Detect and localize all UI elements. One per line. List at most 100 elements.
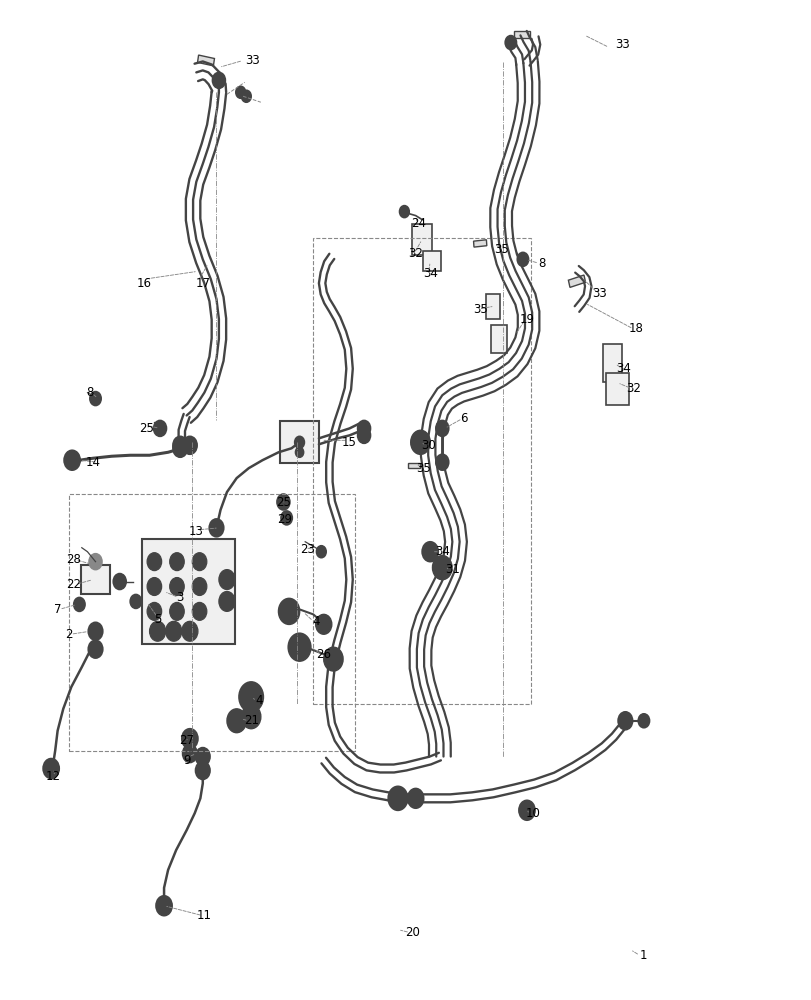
Text: 22: 22 — [67, 578, 81, 591]
Text: 32: 32 — [408, 247, 423, 260]
Circle shape — [410, 430, 430, 454]
Text: 34: 34 — [435, 545, 449, 558]
Text: 32: 32 — [625, 382, 640, 395]
Text: 17: 17 — [195, 277, 210, 290]
Bar — [197, 55, 214, 66]
Circle shape — [88, 622, 103, 640]
Text: 2: 2 — [65, 628, 72, 641]
Circle shape — [74, 597, 85, 611]
Circle shape — [219, 591, 234, 611]
Circle shape — [278, 598, 299, 624]
Text: 14: 14 — [85, 456, 101, 469]
Circle shape — [182, 745, 197, 763]
Text: 9: 9 — [182, 754, 190, 767]
Text: 20: 20 — [405, 926, 419, 939]
Text: 8: 8 — [537, 257, 544, 270]
Circle shape — [241, 705, 260, 729]
Bar — [605, 373, 628, 405]
Text: 6: 6 — [460, 412, 467, 425]
Bar — [423, 251, 440, 271]
Text: 15: 15 — [341, 436, 357, 449]
Text: 33: 33 — [591, 287, 606, 300]
Circle shape — [432, 556, 452, 580]
Bar — [81, 565, 109, 594]
Circle shape — [436, 420, 448, 436]
Bar — [408, 463, 419, 468]
Text: 21: 21 — [243, 714, 259, 727]
Bar — [568, 275, 585, 287]
Circle shape — [43, 759, 59, 778]
Circle shape — [165, 621, 182, 641]
Text: 28: 28 — [67, 553, 81, 566]
Circle shape — [212, 72, 225, 88]
Circle shape — [422, 542, 438, 562]
Text: 25: 25 — [276, 496, 290, 509]
Circle shape — [357, 427, 370, 443]
Bar — [602, 344, 621, 382]
Circle shape — [294, 436, 304, 448]
Bar — [142, 539, 234, 644]
Text: 34: 34 — [423, 267, 437, 280]
Text: 34: 34 — [616, 362, 630, 375]
Text: 23: 23 — [300, 543, 315, 556]
Text: 8: 8 — [86, 386, 93, 399]
Circle shape — [192, 578, 207, 595]
Circle shape — [235, 86, 245, 98]
Circle shape — [281, 511, 292, 525]
Text: 5: 5 — [154, 613, 161, 626]
Circle shape — [388, 786, 407, 810]
Circle shape — [241, 90, 251, 102]
Circle shape — [169, 578, 184, 595]
Circle shape — [153, 420, 166, 436]
Circle shape — [324, 647, 343, 671]
Circle shape — [357, 420, 370, 436]
Circle shape — [316, 546, 326, 558]
Text: 25: 25 — [139, 422, 153, 435]
Text: 11: 11 — [196, 909, 212, 922]
Circle shape — [517, 252, 528, 266]
Text: 12: 12 — [45, 770, 60, 783]
Text: 33: 33 — [245, 54, 260, 67]
Circle shape — [518, 800, 534, 820]
Circle shape — [113, 574, 126, 589]
Circle shape — [173, 436, 187, 454]
Bar — [485, 294, 500, 319]
Circle shape — [149, 621, 165, 641]
Circle shape — [192, 602, 207, 620]
Circle shape — [147, 578, 161, 595]
Text: 3: 3 — [176, 591, 183, 604]
Text: 27: 27 — [179, 734, 194, 747]
Circle shape — [295, 447, 303, 457]
Bar — [490, 325, 506, 353]
Circle shape — [130, 594, 141, 608]
Circle shape — [147, 553, 161, 571]
Circle shape — [277, 494, 290, 510]
Circle shape — [88, 640, 103, 658]
Circle shape — [169, 553, 184, 571]
Text: 4: 4 — [255, 694, 263, 707]
Circle shape — [156, 896, 172, 916]
Text: 26: 26 — [315, 648, 331, 661]
Text: 1: 1 — [639, 949, 647, 962]
Circle shape — [617, 712, 632, 730]
Circle shape — [219, 570, 234, 589]
Circle shape — [192, 553, 207, 571]
Circle shape — [238, 682, 263, 712]
Text: 4: 4 — [311, 615, 319, 628]
Circle shape — [436, 454, 448, 470]
Circle shape — [173, 439, 187, 457]
Circle shape — [504, 36, 516, 50]
Text: 35: 35 — [416, 462, 431, 475]
Text: 19: 19 — [519, 313, 534, 326]
Text: 35: 35 — [472, 303, 487, 316]
Text: 18: 18 — [628, 322, 642, 335]
Circle shape — [195, 762, 210, 779]
Circle shape — [182, 436, 197, 454]
Text: 13: 13 — [189, 525, 204, 538]
Circle shape — [182, 729, 198, 749]
Circle shape — [182, 621, 198, 641]
Text: 35: 35 — [493, 243, 508, 256]
Text: 31: 31 — [444, 563, 460, 576]
Text: 7: 7 — [54, 603, 62, 616]
Circle shape — [147, 602, 161, 620]
